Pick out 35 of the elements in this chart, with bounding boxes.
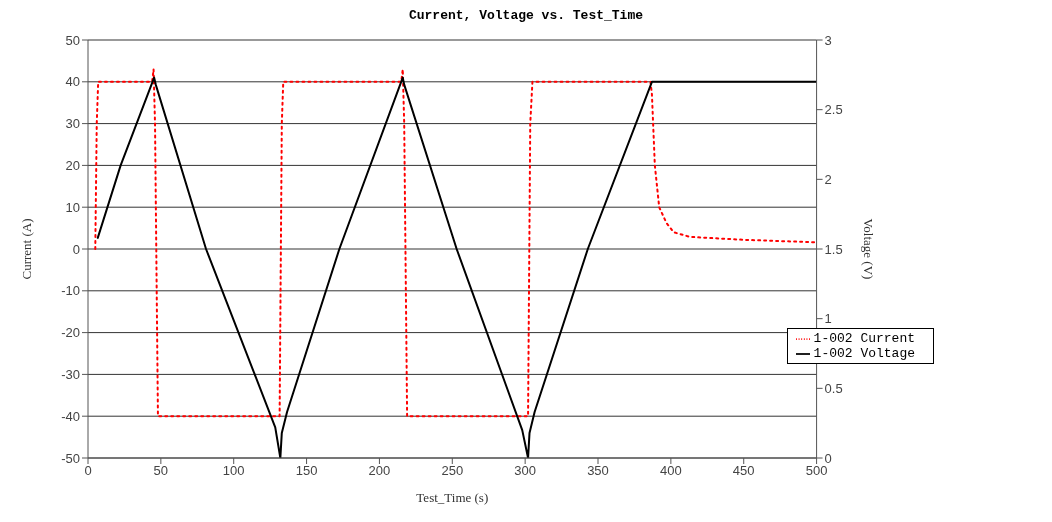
- legend-label: 1-002 Voltage: [813, 346, 915, 361]
- legend-label: 1-002 Current: [813, 331, 915, 346]
- y-axis-title: Current (A): [18, 218, 34, 280]
- y2-tick-label: 1.5: [824, 241, 843, 257]
- y2-axis-title: Voltage (V): [860, 218, 876, 280]
- y-tick-label: -40: [61, 408, 80, 424]
- y-tick-label: 0: [72, 241, 80, 257]
- y2-tick-label: 0: [824, 450, 832, 466]
- x-tick-label: 250: [441, 463, 464, 479]
- x-tick-label: 100: [222, 463, 245, 479]
- y2-tick-label: 2: [824, 171, 832, 187]
- y-tick-label: -20: [61, 325, 80, 341]
- chart-title: Current, Voltage vs. Test_Time: [407, 8, 644, 25]
- x-tick-label: 500: [805, 463, 828, 479]
- y-tick-label: 20: [65, 158, 80, 174]
- x-tick-label: 350: [587, 463, 609, 479]
- x-tick-label: 0: [84, 463, 92, 479]
- y-tick-label: -10: [61, 283, 80, 299]
- y-tick-label: 50: [65, 32, 80, 48]
- x-tick-label: 200: [368, 463, 391, 479]
- x-tick-label: 400: [660, 463, 682, 479]
- y-tick-label: 40: [65, 74, 80, 90]
- y2-tick-label: 3: [824, 32, 832, 48]
- x-tick-label: 450: [732, 463, 755, 479]
- y-tick-label: 30: [65, 116, 80, 132]
- x-tick-label: 300: [514, 463, 536, 479]
- x-tick-label: 50: [153, 463, 169, 479]
- x-tick-label: 150: [295, 463, 318, 479]
- y-tick-label: -50: [61, 450, 80, 466]
- y2-tick-label: 1: [824, 311, 832, 327]
- x-axis-title: Test_Time (s): [416, 490, 489, 505]
- y2-tick-label: 2.5: [824, 102, 843, 118]
- y-tick-label: 10: [65, 199, 80, 215]
- y2-tick-label: 0.5: [824, 380, 843, 396]
- y-tick-label: -30: [61, 367, 80, 383]
